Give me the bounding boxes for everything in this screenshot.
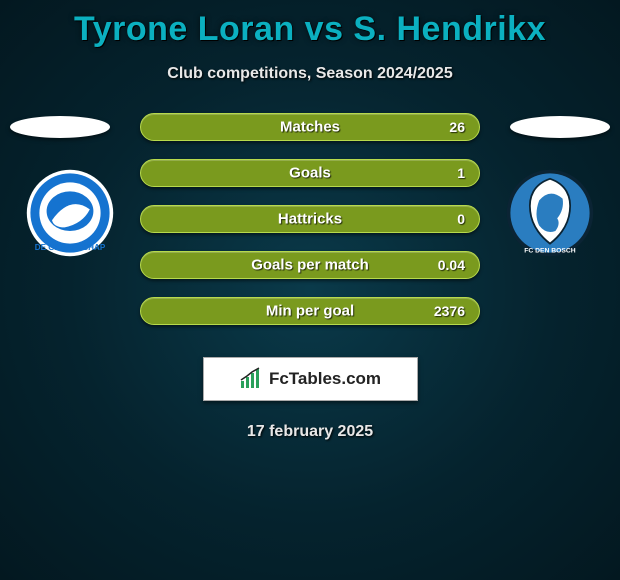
player-marker-left — [10, 116, 110, 138]
stats-column: Matches 26 Goals 1 Hattricks 0 Goals per… — [140, 113, 480, 343]
page-title: Tyrone Loran vs S. Hendrikx — [0, 0, 620, 49]
stat-label: Hattricks — [278, 211, 342, 228]
stat-value: 1 — [457, 165, 465, 181]
stat-row-goals: Goals 1 — [140, 159, 480, 187]
page-subtitle: Club competitions, Season 2024/2025 — [0, 65, 620, 83]
svg-text:DE GRAAFSCHAP: DE GRAAFSCHAP — [35, 243, 106, 252]
team-crest-right: FC DEN BOSCH — [505, 168, 595, 258]
source-badge: FcTables.com — [203, 357, 418, 401]
stat-row-hattricks: Hattricks 0 — [140, 205, 480, 233]
stat-row-matches: Matches 26 — [140, 113, 480, 141]
team-crest-left: DE GRAAFSCHAP — [25, 168, 115, 258]
de-graafschap-crest-icon: DE GRAAFSCHAP — [25, 168, 115, 258]
stat-value: 2376 — [434, 303, 465, 319]
date-label: 17 february 2025 — [0, 423, 620, 441]
stat-value: 0 — [457, 211, 465, 227]
svg-text:FC DEN BOSCH: FC DEN BOSCH — [524, 248, 576, 255]
stat-row-goals-per-match: Goals per match 0.04 — [140, 251, 480, 279]
stat-value: 0.04 — [438, 257, 465, 273]
stat-row-min-per-goal: Min per goal 2376 — [140, 297, 480, 325]
source-badge-text: FcTables.com — [269, 369, 381, 389]
stat-value: 26 — [449, 119, 465, 135]
stat-label: Min per goal — [266, 303, 354, 320]
player-marker-right — [510, 116, 610, 138]
stat-label: Goals — [289, 165, 331, 182]
stat-label: Goals per match — [251, 257, 369, 274]
stat-label: Matches — [280, 119, 340, 136]
fc-den-bosch-crest-icon: FC DEN BOSCH — [505, 168, 595, 258]
comparison-panel: DE GRAAFSCHAP FC DEN BOSCH Matches 26 Go… — [0, 113, 620, 343]
bar-chart-icon — [239, 367, 263, 391]
